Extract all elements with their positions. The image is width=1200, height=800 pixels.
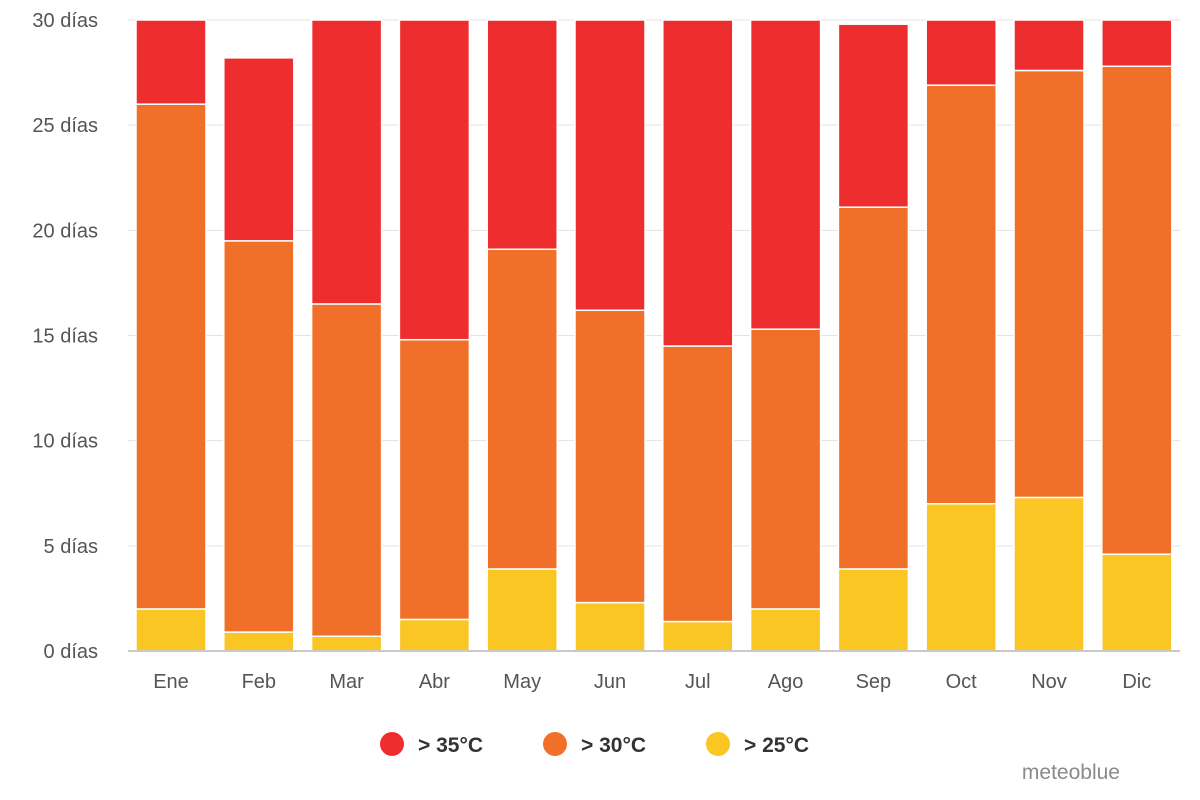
bar-segment (135, 608, 207, 652)
bar-segment (223, 240, 295, 633)
bar-segment (486, 19, 558, 251)
x-tick-label: Mar (329, 671, 364, 693)
bar-segment (925, 19, 997, 86)
x-tick-label: Sep (856, 671, 892, 693)
bar-segment (486, 568, 558, 652)
bar-segment (486, 248, 558, 570)
bar-segment (1013, 19, 1085, 72)
x-tick-label: Ago (768, 671, 804, 693)
bar-segment (310, 19, 383, 305)
x-tick-label: Ene (153, 671, 189, 693)
bar-segment (837, 23, 910, 208)
bar-segment (662, 620, 734, 652)
legend-item[interactable]: > 30°C (543, 732, 646, 757)
bar-segment (574, 19, 646, 312)
bar-segment (837, 568, 910, 652)
legend-item[interactable]: > 25°C (706, 732, 809, 757)
bar-segment (925, 84, 997, 505)
y-tick-label: 5 días (44, 536, 98, 558)
legend-label: > 25°C (744, 734, 809, 757)
y-tick-labels: 0 días 5 días 10 días 15 días 20 días 25 días… (32, 10, 98, 663)
legend: > 35°C > 30°C > 25°C (380, 732, 809, 757)
bar-segment (1101, 19, 1173, 68)
x-tick-label: Abr (419, 671, 450, 693)
x-tick-label: May (503, 671, 541, 693)
bars (135, 19, 1173, 652)
bar-segment (223, 631, 295, 652)
bar-segment (662, 19, 734, 347)
bar-segment (398, 338, 471, 621)
bar-segment (574, 601, 646, 652)
bar-segment (749, 608, 822, 652)
bar-segment (662, 345, 734, 623)
bar-segment (223, 57, 295, 242)
bar-segment (749, 328, 822, 610)
bar-segment (1101, 65, 1173, 555)
x-tick-labels: Ene Feb Mar Abr May Jun Jul Ago Sep Oct Nov Dic (153, 671, 1151, 693)
gridlines (128, 19, 1180, 547)
bar-segment (837, 206, 910, 570)
bar-segment (310, 635, 383, 652)
legend-swatch-icon (706, 732, 730, 756)
y-tick-label: 0 días (44, 641, 98, 663)
y-tick-label: 15 días (32, 326, 98, 348)
x-tick-label: Jul (685, 671, 711, 693)
legend-label: > 30°C (581, 734, 646, 757)
y-tick-label: 25 días (32, 115, 98, 137)
x-tick-label: Nov (1031, 671, 1067, 693)
bar-segment (398, 618, 471, 652)
bar-segment (310, 303, 383, 638)
bar-segment (1013, 496, 1085, 652)
meteoblue-credit: meteoblue (1022, 761, 1120, 784)
x-tick-label: Jun (594, 671, 626, 693)
x-tick-label: Dic (1122, 671, 1151, 693)
bar-segment (574, 309, 646, 604)
bar-segment (749, 19, 822, 330)
legend-label: > 35°C (418, 734, 483, 757)
bar-segment (135, 19, 207, 105)
bar-segment (925, 503, 997, 652)
x-tick-label: Feb (242, 671, 276, 693)
y-tick-label: 20 días (32, 220, 98, 242)
legend-swatch-icon (380, 732, 404, 756)
x-tick-label: Oct (946, 671, 978, 693)
bar-segment (1101, 553, 1173, 652)
legend-item[interactable]: > 35°C (380, 732, 483, 757)
y-tick-label: 30 días (32, 10, 98, 32)
bar-segment (135, 103, 207, 610)
legend-swatch-icon (543, 732, 567, 756)
y-tick-label: 10 días (32, 431, 98, 453)
bar-segment (1013, 69, 1085, 499)
bar-segment (398, 19, 471, 341)
